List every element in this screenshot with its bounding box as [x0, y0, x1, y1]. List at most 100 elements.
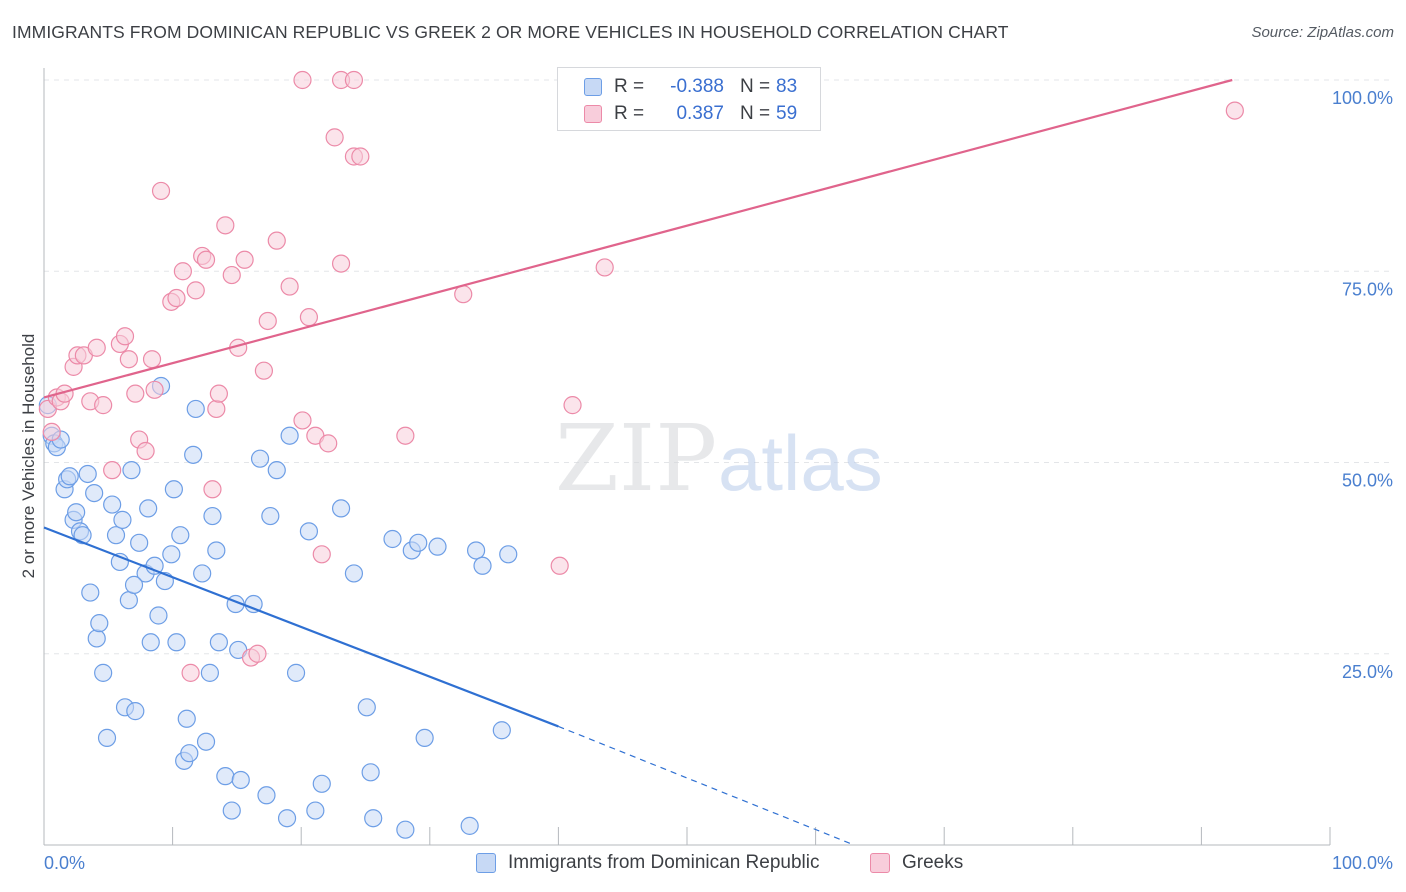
data-point: [90, 614, 109, 633]
watermark-zip: ZIP: [555, 405, 717, 512]
data-point: [222, 801, 241, 820]
data-point: [293, 70, 312, 90]
data-point: [186, 281, 205, 300]
n-label: N =: [740, 76, 771, 97]
data-point: [203, 480, 222, 499]
data-point: [415, 728, 434, 748]
n-label: N =: [740, 103, 771, 124]
data-point: [396, 426, 415, 445]
data-point: [1225, 101, 1244, 120]
data-point: [254, 361, 274, 380]
data-point: [364, 809, 383, 828]
data-point: [113, 510, 132, 529]
trend-line-dominican-extension: [558, 725, 855, 846]
data-point: [171, 526, 190, 545]
data-point: [344, 564, 364, 583]
data-point: [267, 461, 286, 480]
data-point: [231, 770, 250, 790]
data-point: [126, 384, 145, 403]
data-point: [87, 629, 106, 648]
data-point: [203, 506, 222, 526]
data-point: [235, 250, 254, 269]
data-point: [180, 744, 199, 763]
legend-label: Greeks: [902, 852, 964, 873]
data-point: [244, 594, 263, 614]
data-point: [499, 545, 518, 564]
data-point: [319, 434, 338, 453]
data-point: [167, 633, 186, 652]
data-point: [277, 809, 297, 828]
n-value: 83: [776, 76, 798, 97]
data-point: [73, 526, 92, 545]
data-point: [103, 495, 122, 514]
data-point: [145, 556, 164, 575]
legend-swatch-blue: [476, 853, 496, 873]
data-point: [167, 288, 186, 308]
x-tick-label: 100.0%: [1332, 853, 1393, 873]
data-point: [250, 449, 270, 468]
data-point: [286, 663, 306, 682]
r-label: R =: [614, 76, 645, 97]
r-value: 0.387: [676, 103, 724, 124]
data-point: [293, 411, 312, 430]
series-dominican-points: [38, 376, 518, 839]
legend-label: Immigrants from Dominican Republic: [508, 852, 820, 873]
data-point: [115, 327, 135, 346]
data-point: [162, 545, 181, 564]
data-point: [473, 556, 492, 575]
data-point: [312, 545, 331, 564]
trend-line-greeks: [43, 78, 1233, 399]
x-tick-label: 0.0%: [44, 853, 85, 873]
data-point: [106, 526, 126, 545]
data-point: [124, 575, 144, 595]
legend-item-greeks[interactable]: Greeks: [870, 852, 963, 874]
legend-swatch-pink: [584, 105, 602, 123]
data-point: [177, 709, 196, 728]
y-tick-label: 100.0%: [1332, 88, 1393, 108]
legend-series: Immigrants from Dominican Republic Greek…: [0, 852, 1406, 878]
data-point: [209, 384, 228, 403]
data-point: [331, 499, 351, 518]
data-point: [466, 541, 486, 560]
data-point: [81, 583, 100, 602]
data-point: [267, 231, 286, 250]
legend-swatch-pink: [870, 853, 890, 873]
data-point: [280, 426, 299, 445]
data-point: [186, 399, 205, 419]
data-point: [344, 70, 364, 90]
series-greeks-points: [38, 70, 1244, 682]
watermark: ZIP atlas: [555, 405, 883, 512]
data-point: [142, 350, 162, 369]
y-tick-label: 75.0%: [1342, 279, 1393, 299]
data-point: [248, 644, 267, 663]
data-point: [428, 537, 447, 556]
data-point: [145, 380, 164, 399]
data-point: [184, 445, 203, 464]
data-point: [149, 606, 168, 625]
data-point: [222, 265, 241, 285]
data-point: [119, 591, 138, 610]
trend-lines: [43, 78, 1233, 846]
axes: [43, 68, 1331, 846]
data-point: [196, 250, 216, 269]
data-point: [216, 767, 235, 786]
data-point: [299, 522, 319, 541]
legend-row-dominican: R = -0.388 N = 83: [584, 75, 797, 99]
data-point: [97, 728, 117, 748]
data-point: [207, 399, 226, 419]
data-point: [257, 786, 276, 805]
y-tick-label: 50.0%: [1342, 471, 1393, 491]
data-point: [122, 461, 141, 480]
data-point: [299, 308, 319, 327]
data-point: [130, 533, 149, 552]
data-point: [164, 480, 183, 499]
data-point: [42, 422, 61, 441]
data-point: [261, 506, 280, 526]
grid-lines: [44, 79, 1392, 655]
data-point: [312, 774, 331, 793]
data-point: [454, 285, 473, 304]
data-point: [94, 396, 113, 415]
legend-item-dominican[interactable]: Immigrants from Dominican Republic: [476, 852, 820, 874]
data-point: [492, 721, 511, 740]
